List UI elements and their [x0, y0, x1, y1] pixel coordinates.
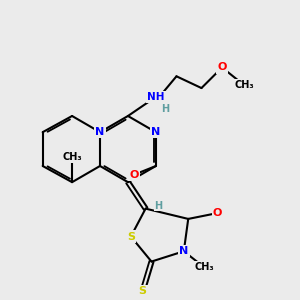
Text: N: N: [95, 127, 105, 137]
Text: H: H: [154, 201, 163, 211]
Text: O: O: [218, 62, 227, 73]
Text: N: N: [151, 127, 160, 137]
Text: S: S: [127, 232, 135, 242]
Text: H: H: [160, 104, 169, 114]
Text: CH₃: CH₃: [234, 80, 254, 90]
Text: S: S: [139, 286, 147, 296]
Text: N: N: [179, 246, 188, 256]
Text: O: O: [213, 208, 222, 218]
Text: CH₃: CH₃: [195, 262, 214, 272]
Text: O: O: [129, 170, 139, 180]
Text: CH₃: CH₃: [62, 152, 82, 162]
Text: NH: NH: [147, 92, 165, 102]
